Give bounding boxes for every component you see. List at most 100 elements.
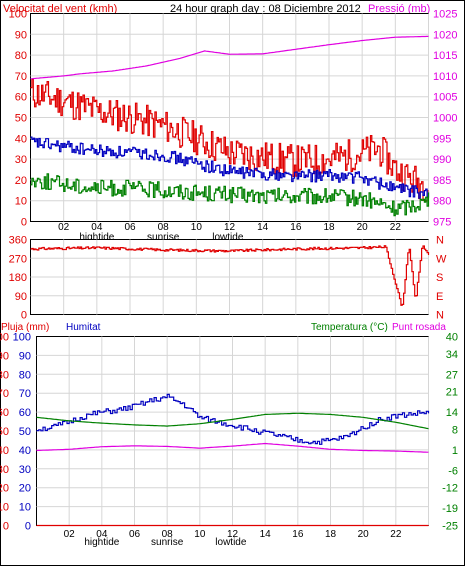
series-line-green [30,173,430,217]
axis-tick-label: 1 [452,445,458,457]
axis-tick-label: 50 [19,426,31,438]
hour-label: 06 [124,222,136,233]
axis-tick-label: 60 [0,407,9,419]
axis-tick-label: 34 [446,349,458,361]
axis-tick-label: 0 [21,310,27,322]
axis-tick-label: 1010 [433,71,457,83]
event-label-lowtide: lowtide [215,537,247,548]
hour-label: 08 [158,222,170,233]
axis-tick-label: 100 [9,9,27,21]
panel-3-hour-labels: 02 04 06 08 10 12 14 16 18 20 22 [64,529,402,540]
series-line-magenta [36,442,429,453]
axis-tick-label: 180 [9,272,27,284]
axis-tick-label: 90 [15,291,27,303]
hour-label: 04 [91,222,103,233]
axis-tick-label: 90 [0,350,9,362]
panel-1-left-ticks: 0 10 20 30 40 50 60 70 80 90 100 [9,9,27,229]
axis-tick-label: 14 [446,407,458,419]
panel-1-series [30,35,430,217]
hour-label: 04 [96,529,108,540]
hour-label: 10 [194,529,206,540]
axis-tick-label: 80 [0,369,9,381]
hour-label: 14 [257,222,269,233]
axis-tick-label: -19 [442,503,458,515]
hour-label: 22 [390,529,402,540]
axis-tick-label: 990 [433,154,451,166]
temperature-label: Temperatura (°C) [311,322,388,333]
panel-2-series [30,245,430,306]
compass-label: N [436,235,444,247]
event-label-sunrise: sunrise [147,232,180,243]
axis-tick-label: 70 [15,71,27,83]
axis-tick-label: 30 [15,154,27,166]
axis-tick-label: 80 [19,369,31,381]
axis-tick-label: 60 [15,92,27,104]
axis-tick-label: 0 [25,521,31,533]
hour-label: 08 [162,529,174,540]
axis-tick-label: 70 [19,388,31,400]
axis-tick-label: 975 [433,217,451,229]
event-label-hightide: hightide [84,537,119,548]
axis-tick-label: 100 [0,332,9,344]
hour-label: 16 [290,222,302,233]
rain-label: Pluja (mm) [1,322,49,333]
panel-3-series [36,393,430,527]
axis-tick-label: 1020 [433,29,457,41]
panel-1-hour-labels: 02 04 06 08 10 12 14 16 18 20 22 [58,222,401,233]
axis-tick-label: 30 [19,464,31,476]
hour-label: 10 [191,222,203,233]
series-line-red [30,78,430,202]
series-line-red [30,245,430,306]
axis-tick-label: 980 [433,196,451,208]
axis-tick-label: 1000 [433,113,457,125]
axis-tick-label: 50 [0,426,9,438]
axis-tick-label: 40 [0,445,9,457]
panel-3-grid [36,336,429,526]
axis-tick-label: 27 [446,369,458,381]
axis-tick-label: 1025 [433,9,457,21]
axis-tick-label: 40 [15,133,27,145]
hour-label: 16 [292,529,304,540]
axis-tick-label: -6 [448,465,458,477]
axis-tick-label: 30 [0,464,9,476]
axis-tick-label: 90 [15,29,27,41]
axis-tick-label: 8 [452,425,458,437]
axis-tick-label: 40 [446,332,458,344]
axis-tick-label: 0 [3,521,9,533]
axis-tick-label: 1015 [433,50,457,62]
hour-label: 12 [224,222,236,233]
hour-label: 18 [323,222,335,233]
event-label-sunrise: sunrise [151,537,184,548]
axis-tick-label: 20 [15,175,27,187]
series-line-magenta [30,35,429,80]
compass-label: N [436,310,444,322]
axis-tick-label: -12 [442,483,458,495]
axis-tick-label: 40 [19,445,31,457]
axis-tick-label: -25 [442,521,458,533]
wind-speed-label: Velocitat del vent (kmh) [3,3,117,15]
axis-tick-label: 1005 [433,92,457,104]
series-line-blue [36,393,430,445]
hour-label: 12 [227,529,239,540]
panel-2-grid [30,239,429,315]
hour-label: 02 [64,529,76,540]
panel-3-temperature-ticks: -25 -19 -12 -6 1 8 14 21 27 34 40 [442,332,458,533]
event-label-hightide: hightide [79,232,114,243]
panel-1-right-ticks: 975 980 985 990 995 1000 1005 1010 1015 1020 1025 [433,9,457,229]
axis-tick-label: 270 [9,253,27,265]
panel-1-event-labels: hightide sunrise lowtide [79,232,244,243]
pressure-label: Pressió (mb) [368,3,430,15]
axis-tick-label: 21 [446,387,458,399]
graph-title: 24 hour graph day : 08 Diciembre 2012 [170,3,361,15]
event-label-lowtide: lowtide [212,232,244,243]
series-line-blue [30,136,430,199]
hour-label: 14 [260,529,272,540]
axis-tick-label: 985 [433,175,451,187]
axis-tick-label: 10 [19,502,31,514]
series-line-green [36,412,429,430]
axis-tick-label: 90 [19,350,31,362]
axis-tick-label: 10 [0,502,9,514]
panel-3-humidity-ticks: 0 10 20 30 40 50 60 70 80 90 100 [13,332,31,533]
